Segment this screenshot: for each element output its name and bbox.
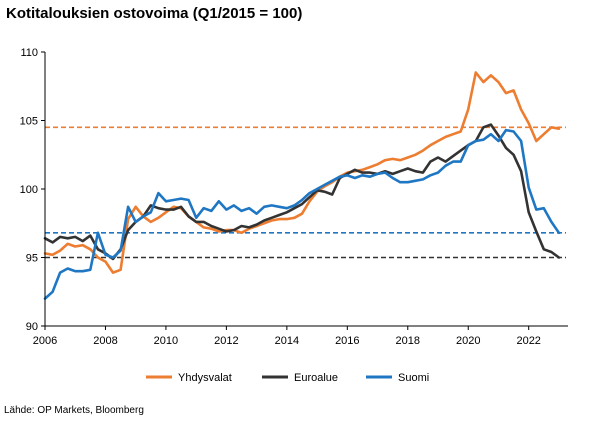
ticks: 90 95 100 105 110 2006 2008 2010 2012 2014 2016 201…: [20, 47, 541, 347]
y-tick-label: 105: [20, 116, 38, 128]
y-tick-label: 110: [20, 47, 38, 59]
axes: [44, 52, 568, 327]
y-tick-label: 95: [26, 253, 38, 265]
legend-label-euroalue: Euroalue: [294, 372, 338, 384]
x-tick-label: 2008: [93, 335, 117, 347]
reference-lines: [45, 126, 566, 259]
y-tick-label: 100: [20, 184, 38, 196]
legend: Yhdysvalat Euroalue Suomi: [146, 372, 429, 384]
x-tick-label: 2014: [275, 335, 299, 347]
x-tick-label: 2012: [214, 335, 238, 347]
series-lines: [43, 71, 561, 300]
x-tick-label: 2010: [154, 335, 178, 347]
x-tick-label: 2016: [335, 335, 359, 347]
x-tick-label: 2022: [516, 335, 540, 347]
y-tick-label: 90: [26, 321, 38, 333]
chart-title: Kotitalouksien ostovoima (Q1/2015 = 100): [6, 5, 303, 22]
x-tick-label: 2020: [456, 335, 480, 347]
series-line-yhdysvalat: [43, 71, 561, 274]
series-line-suomi: [43, 128, 561, 300]
x-tick-label: 2006: [33, 335, 57, 347]
x-tick-label: 2018: [396, 335, 420, 347]
source-note: Lähde: OP Markets, Bloomberg: [4, 405, 144, 416]
legend-label-yhdysvalat: Yhdysvalat: [178, 372, 232, 384]
legend-label-suomi: Suomi: [398, 372, 429, 384]
